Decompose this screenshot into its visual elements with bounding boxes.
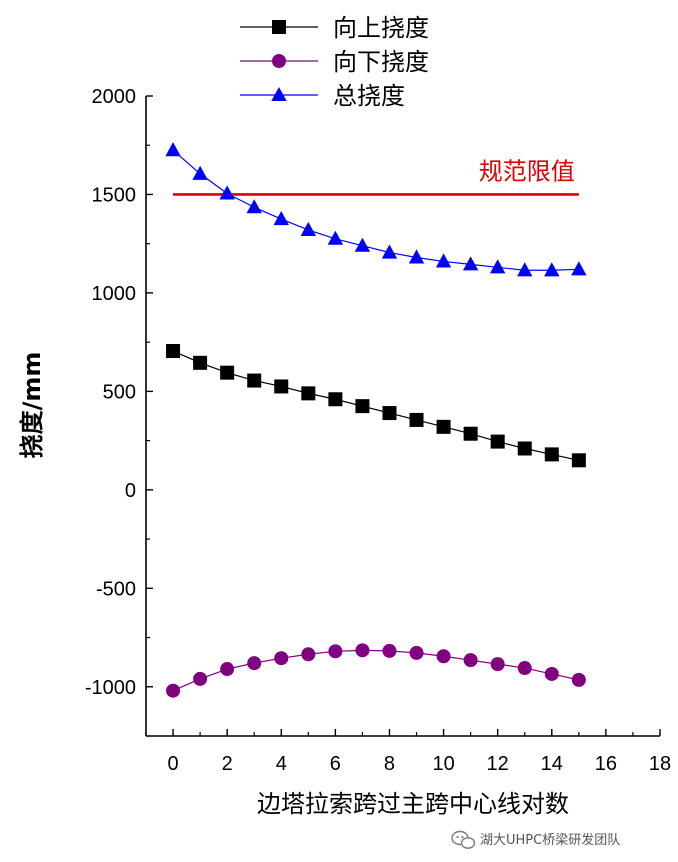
data-point — [274, 379, 289, 394]
data-point — [355, 643, 370, 658]
y-tick-label: 2000 — [92, 86, 137, 108]
data-point — [462, 256, 479, 271]
data-point — [571, 672, 586, 687]
limit-line-layer: 规范限值 — [173, 157, 579, 196]
data-point — [517, 661, 532, 676]
series-layer — [165, 142, 587, 698]
data-point — [247, 656, 262, 671]
y-axis-title: 挠度/mm — [18, 352, 46, 459]
data-point — [354, 237, 371, 252]
legend-label: 向下挠度 — [333, 48, 429, 76]
data-point — [328, 644, 343, 659]
data-point — [192, 165, 208, 180]
axes: -1000 -500 0 500 1000 1500 2000 0 2 4 6 8 10 12 14 16 18 — [85, 86, 671, 775]
data-point — [166, 683, 181, 698]
data-point — [246, 199, 262, 214]
data-point — [408, 249, 425, 264]
data-point — [274, 651, 289, 666]
data-point — [327, 230, 344, 245]
x-tick-label: 6 — [330, 753, 341, 775]
legend-label: 向上挠度 — [333, 14, 429, 42]
legend-label: 总挠度 — [333, 82, 405, 110]
x-tick-label: 0 — [167, 753, 178, 775]
x-axis-title: 边塔拉索跨过主跨中心线对数 — [257, 790, 569, 818]
x-tick-label: 8 — [384, 753, 395, 775]
data-point — [355, 399, 370, 414]
watermark-text: 湖大UHPC桥梁研发团队 — [480, 832, 620, 848]
data-point — [300, 221, 317, 236]
series-downward — [166, 643, 586, 698]
data-point — [193, 671, 208, 686]
data-point — [219, 185, 235, 200]
y-tick-label: 500 — [103, 381, 136, 403]
y-tick-label: -500 — [96, 578, 136, 600]
data-point — [382, 643, 397, 658]
x-tick-label: 14 — [541, 753, 563, 775]
x-tick-label: 12 — [487, 753, 509, 775]
y-tick-label: 1500 — [92, 184, 137, 206]
series-total — [165, 142, 587, 277]
x-tick-label: 4 — [276, 753, 287, 775]
series-line — [172, 649, 579, 692]
data-point — [463, 653, 478, 668]
data-point — [490, 434, 505, 449]
data-point — [436, 649, 451, 664]
data-point — [435, 253, 452, 268]
data-point — [409, 645, 424, 660]
data-point — [409, 412, 424, 427]
data-point — [165, 142, 181, 157]
legend-marker — [271, 86, 287, 102]
data-point — [571, 453, 586, 468]
limit-line-label: 规范限值 — [479, 157, 575, 185]
data-point — [544, 666, 559, 681]
x-tick-label: 16 — [595, 753, 617, 775]
watermark: 湖大UHPC桥梁研发团队 — [451, 830, 620, 849]
data-point — [247, 373, 262, 388]
legend-item: 向下挠度 — [240, 48, 429, 76]
data-point — [301, 386, 316, 401]
x-tick-label: 2 — [222, 753, 233, 775]
data-point — [301, 647, 316, 662]
data-point — [544, 447, 559, 462]
series-upward — [166, 344, 586, 468]
data-point — [381, 244, 398, 259]
y-tick-label: 1000 — [92, 283, 137, 305]
series-line — [172, 350, 579, 461]
data-point — [220, 662, 235, 677]
data-point — [166, 344, 181, 359]
data-point — [490, 657, 505, 672]
x-tick-label: 10 — [432, 753, 454, 775]
x-tick-label: 18 — [649, 753, 671, 775]
series-line — [172, 149, 579, 271]
data-point — [463, 426, 478, 441]
y-tick-label: -1000 — [85, 677, 136, 699]
data-point — [544, 262, 560, 277]
wechat-icon — [451, 830, 476, 849]
legend-item: 向上挠度 — [240, 14, 429, 42]
data-point — [517, 441, 532, 456]
legend-marker — [272, 20, 286, 34]
data-point — [571, 261, 587, 276]
legend-marker — [272, 54, 286, 68]
y-tick-label: 0 — [125, 480, 136, 502]
data-point — [193, 355, 208, 370]
data-point — [328, 392, 343, 407]
data-point — [382, 406, 397, 421]
data-point — [436, 419, 451, 434]
data-point — [273, 211, 289, 226]
data-point — [517, 262, 533, 277]
data-point — [489, 259, 506, 274]
data-point — [220, 365, 235, 380]
legend-item: 总挠度 — [240, 82, 405, 110]
